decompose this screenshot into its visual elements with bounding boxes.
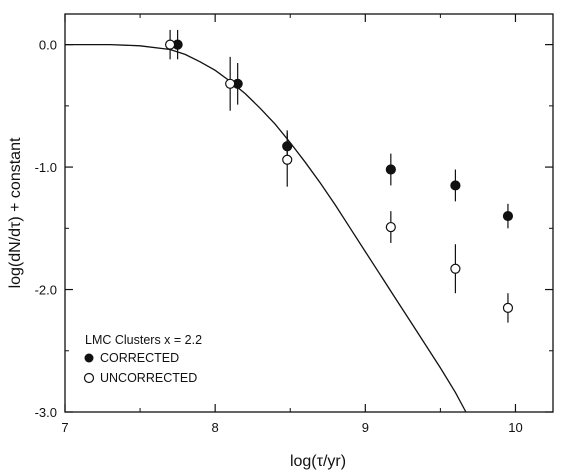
data-point-uncorrected <box>450 263 461 274</box>
data-point-corrected <box>282 141 293 152</box>
data-point-uncorrected <box>165 39 176 50</box>
data-point-corrected <box>502 210 514 222</box>
legend-label-corrected: CORRECTED <box>100 351 179 365</box>
y-axis-title: log(dN/dτ) + constant <box>7 137 24 288</box>
data-point-uncorrected <box>282 154 293 165</box>
plot-frame <box>64 13 554 413</box>
legend-marker-corrected <box>84 353 94 363</box>
x-tick-label: 9 <box>362 420 369 435</box>
x-tick-label: 10 <box>508 420 522 435</box>
y-tick-label: -1.0 <box>35 160 57 175</box>
y-tick-label: -3.0 <box>35 405 57 420</box>
data-point-corrected <box>385 164 396 175</box>
axis-ticks: 7 8 9 10 0.0 -1.0 -2.0 -3.0 <box>35 14 553 435</box>
data-point-corrected <box>450 180 461 191</box>
legend: LMC Clusters x = 2.2 CORRECTED UNCORRECT… <box>83 333 202 385</box>
x-tick-label: 7 <box>61 420 68 435</box>
legend-title: LMC Clusters x = 2.2 <box>85 333 202 347</box>
data-point-uncorrected <box>502 302 514 314</box>
y-tick-label: -2.0 <box>35 283 57 298</box>
model-curve-layer <box>65 43 467 413</box>
data-point-uncorrected <box>225 78 236 89</box>
data-points <box>165 39 514 314</box>
legend-label-uncorrected: UNCORRECTED <box>100 371 197 385</box>
x-axis-title: log(τ/yr) <box>290 453 346 470</box>
data-point-uncorrected <box>385 221 396 233</box>
x-tick-label: 8 <box>212 420 219 435</box>
model-curve <box>65 43 467 413</box>
y-tick-label: 0.0 <box>39 38 57 53</box>
legend-marker-uncorrected <box>83 372 95 384</box>
